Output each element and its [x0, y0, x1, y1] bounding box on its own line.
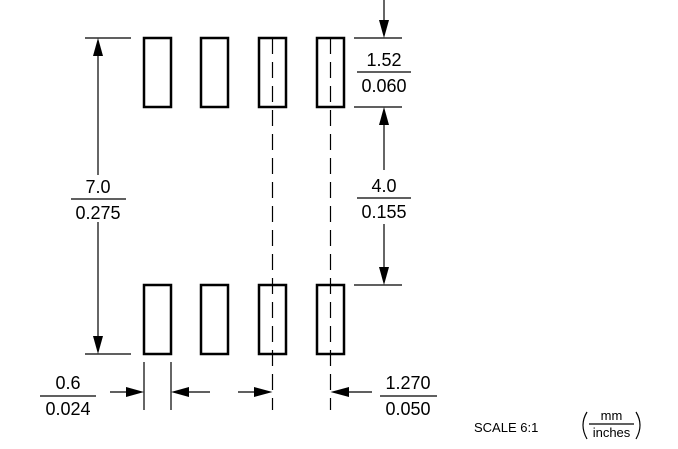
units-mm: mm — [601, 408, 623, 423]
pad-bottom-1 — [142, 283, 173, 356]
pad-top-2 — [199, 36, 230, 109]
gap-mm: 4.0 — [371, 176, 396, 196]
pad-bottom-3 — [257, 283, 288, 356]
pad-width-mm: 0.6 — [55, 373, 80, 393]
gap-dimension — [354, 111, 411, 286]
overall-height-mm: 7.0 — [85, 177, 110, 197]
overall-height-dimension — [71, 37, 131, 355]
pad-bottom-2 — [199, 283, 230, 356]
pitch-inches: 0.050 — [385, 399, 430, 419]
pitch-dimension — [238, 387, 437, 397]
pad-bottom-4 — [315, 283, 346, 356]
units-inches: inches — [593, 425, 631, 440]
pad-length-mm: 1.52 — [366, 50, 401, 70]
pad-top-1 — [142, 36, 173, 109]
units-legend: mm inches — [582, 408, 641, 440]
gap-inches: 0.155 — [361, 202, 406, 222]
pad-length-inches: 0.060 — [361, 76, 406, 96]
scale-label: SCALE 6:1 — [474, 420, 538, 435]
pitch-mm: 1.270 — [385, 373, 430, 393]
pad-width-inches: 0.024 — [45, 399, 90, 419]
overall-height-inches: 0.275 — [75, 203, 120, 223]
pad-width-dimension — [40, 362, 210, 410]
